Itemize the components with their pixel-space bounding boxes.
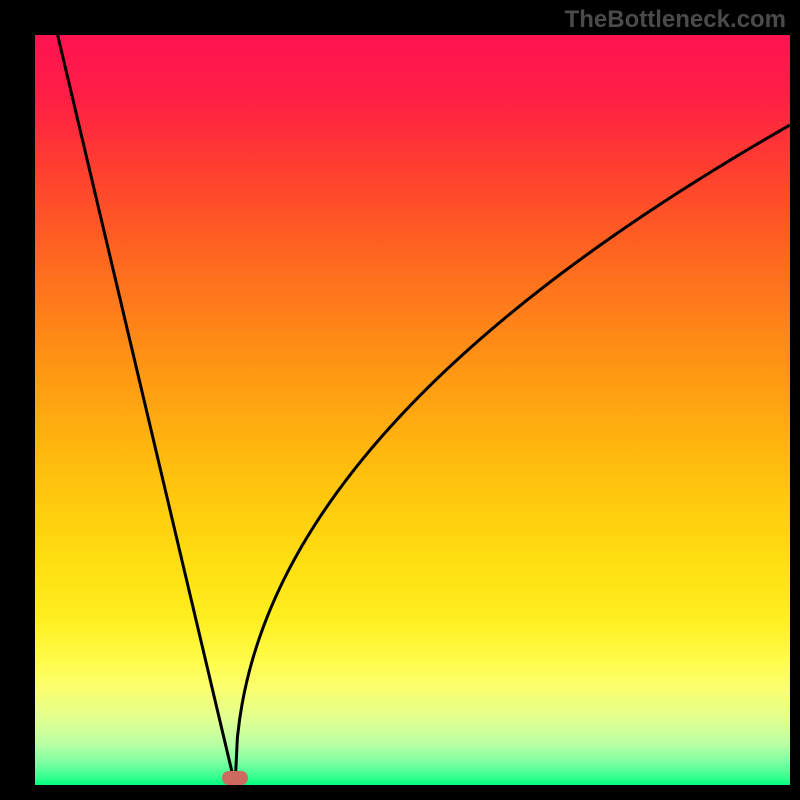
- gradient-background: [35, 35, 790, 785]
- watermark-text: TheBottleneck.com: [565, 6, 786, 34]
- plot-area: [35, 35, 790, 785]
- optimum-marker: [222, 771, 248, 785]
- optimum-marker-pill: [222, 771, 248, 785]
- chart-container: TheBottleneck.com: [0, 0, 800, 800]
